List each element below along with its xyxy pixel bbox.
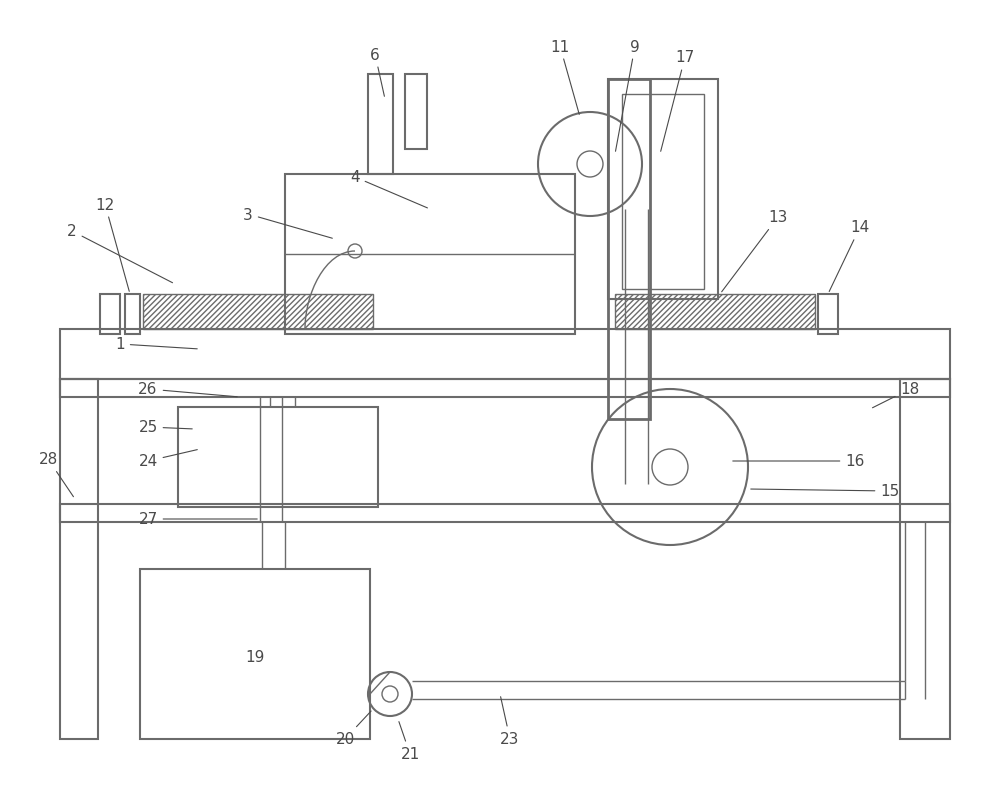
Text: 16: 16 [733, 454, 865, 469]
Bar [285, 175, 575, 334]
Bar [60, 330, 950, 379]
Text: 23: 23 [500, 697, 520, 747]
Text: 2: 2 [67, 225, 173, 283]
Bar [60, 379, 98, 739]
Text: 3: 3 [243, 207, 332, 239]
Text: 24: 24 [138, 450, 197, 469]
Bar [900, 379, 950, 739]
Text: 13: 13 [722, 210, 788, 293]
Bar [405, 75, 427, 150]
Bar [125, 294, 140, 334]
Bar [178, 407, 378, 508]
Text: 17: 17 [661, 51, 695, 152]
Bar [615, 294, 815, 330]
Text: 21: 21 [399, 722, 420, 762]
Bar [100, 294, 120, 334]
Text: 25: 25 [138, 420, 192, 435]
Bar [368, 75, 393, 175]
Text: 27: 27 [138, 512, 257, 527]
Text: 4: 4 [350, 170, 427, 209]
Text: 6: 6 [370, 47, 384, 97]
Bar [143, 294, 373, 330]
Text: 26: 26 [138, 382, 237, 397]
Text: 11: 11 [550, 39, 579, 115]
Bar [608, 80, 718, 300]
Bar [622, 95, 704, 290]
Bar [60, 379, 950, 398]
Text: 20: 20 [335, 711, 371, 747]
Text: 12: 12 [95, 197, 129, 292]
Text: 9: 9 [616, 39, 640, 152]
Bar [608, 80, 650, 419]
Text: 19: 19 [245, 650, 265, 665]
Text: 28: 28 [38, 452, 73, 497]
Text: 1: 1 [115, 337, 197, 352]
Bar [60, 504, 950, 522]
Bar [818, 294, 838, 334]
Text: 18: 18 [872, 382, 920, 408]
Bar [140, 569, 370, 739]
Text: 14: 14 [829, 221, 870, 292]
Text: 15: 15 [751, 484, 900, 499]
